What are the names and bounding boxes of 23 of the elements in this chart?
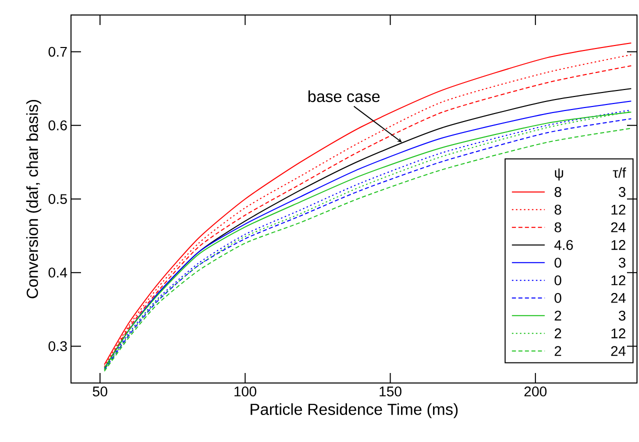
legend-label: 0 12 [554,275,626,286]
x-axis-title: Particle Residence Time (ms) [250,403,458,418]
y-tick-label: 0.4 [48,268,68,278]
x-tick-label: 200 [524,386,547,396]
legend-label: 0 24 [554,293,626,303]
x-tick-label: 150 [380,386,402,396]
text: 0 3 [554,258,626,268]
text: 2 3 [554,310,626,321]
y-tick-label: 0.5 [48,194,67,204]
x-tick-label: 100 [234,386,256,396]
legend-label: 8 24 [554,222,626,232]
y-tick-label: 0.7 [48,46,67,57]
legend-label: 8 12 [554,204,626,215]
legend-label: 2 12 [554,328,626,338]
annotation: base case [308,90,380,102]
legend-label: 4.6 12 [554,240,626,250]
text: 8 3 [554,187,626,197]
y-axis-title: Conversion (daf, char basis) [26,100,42,298]
x-tick-label: 50 [92,386,108,396]
y-tick-label: 0.6 [48,120,67,130]
y-tick-label: 0.3 [48,341,67,352]
legend-label: 2 24 [554,346,626,356]
legend-title: ψ τ/f [554,167,626,181]
